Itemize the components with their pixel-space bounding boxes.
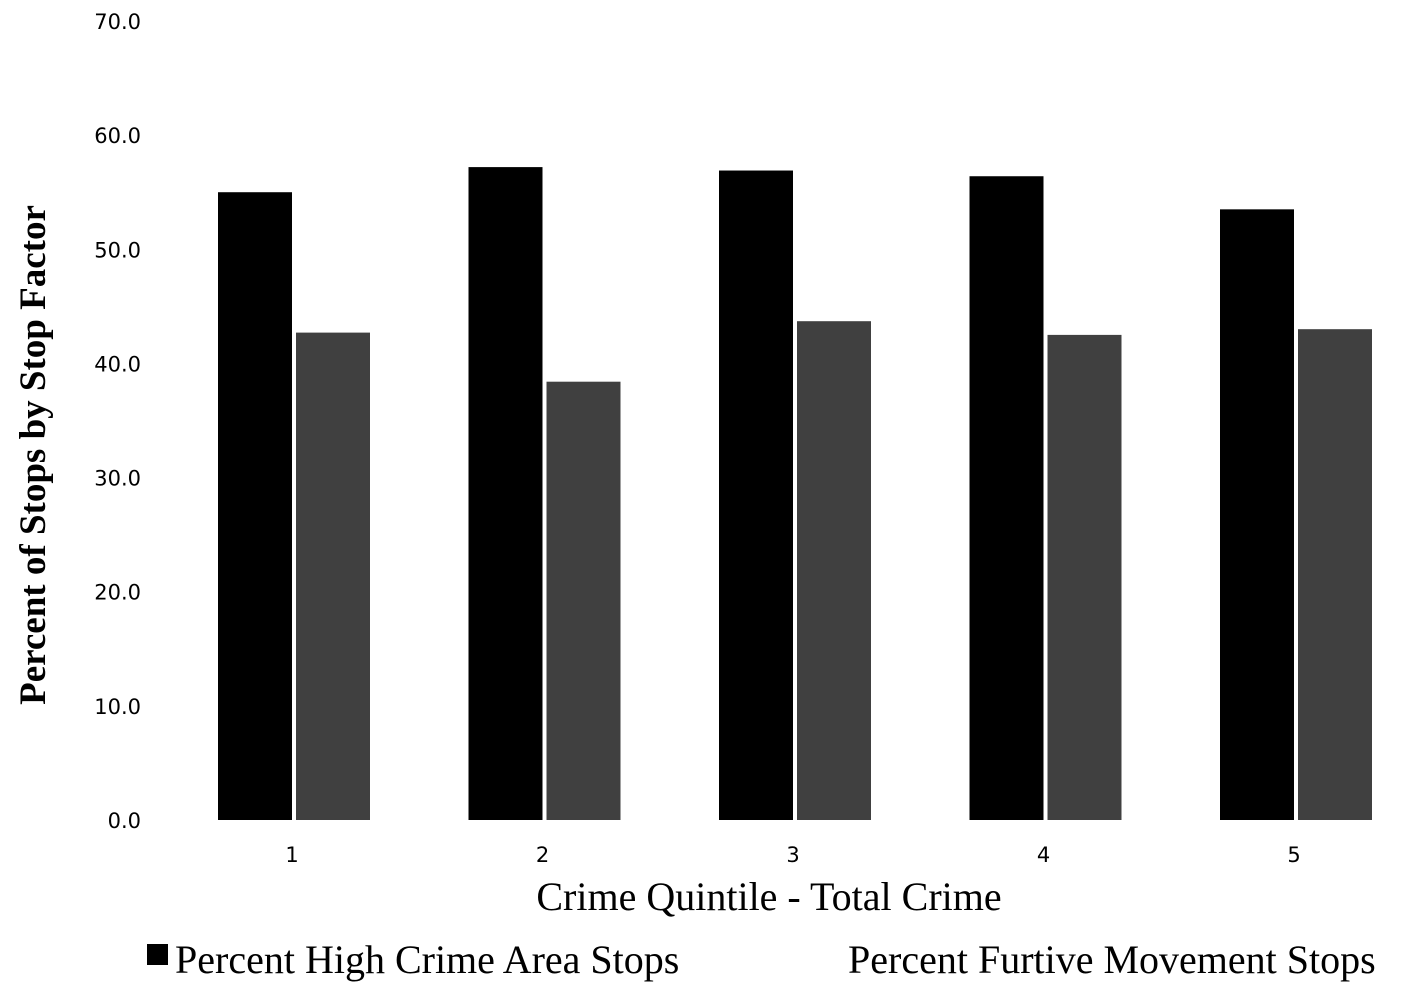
x-axis-ticks: 1 2 3 4 5 xyxy=(285,843,1300,867)
y-tick-label: 30.0 xyxy=(94,467,141,491)
legend-swatch-high-crime xyxy=(147,944,168,965)
bar-furtive-movement xyxy=(1047,334,1122,820)
y-tick-label: 70.0 xyxy=(94,10,141,34)
y-tick-label: 10.0 xyxy=(94,695,141,719)
bars xyxy=(218,167,1372,821)
x-axis-title: Crime Quintile - Total Crime xyxy=(536,874,1001,919)
x-tick-label: 5 xyxy=(1287,843,1300,867)
bar-high-crime-area xyxy=(969,176,1044,821)
x-tick-label: 3 xyxy=(786,843,799,867)
x-tick-label: 1 xyxy=(285,843,298,867)
y-tick-label: 40.0 xyxy=(94,352,141,376)
y-tick-label: 60.0 xyxy=(94,124,141,148)
bar-high-crime-area xyxy=(719,170,793,820)
bar-furtive-movement xyxy=(546,381,621,820)
bar-furtive-movement xyxy=(296,332,370,820)
y-tick-label: 50.0 xyxy=(94,238,141,262)
y-axis-title: Percent of Stops by Stop Factor xyxy=(13,205,54,705)
bar-high-crime-area xyxy=(1220,209,1294,821)
legend-label-furtive-movement: Percent Furtive Movement Stops xyxy=(848,937,1376,982)
x-tick-label: 2 xyxy=(536,843,549,867)
bar-high-crime-area xyxy=(468,167,543,821)
bar-high-crime-area xyxy=(218,192,292,820)
y-axis-ticks: 0.0 10.0 20.0 30.0 40.0 50.0 60.0 70.0 xyxy=(94,10,141,833)
y-tick-label: 0.0 xyxy=(108,809,141,833)
y-tick-label: 20.0 xyxy=(94,581,141,605)
bar-furtive-movement xyxy=(797,321,871,820)
legend: Percent High Crime Area Stops Percent Fu… xyxy=(147,937,1376,982)
legend-label-high-crime: Percent High Crime Area Stops xyxy=(175,937,679,982)
x-tick-label: 4 xyxy=(1037,843,1050,867)
bar-furtive-movement xyxy=(1298,329,1372,820)
